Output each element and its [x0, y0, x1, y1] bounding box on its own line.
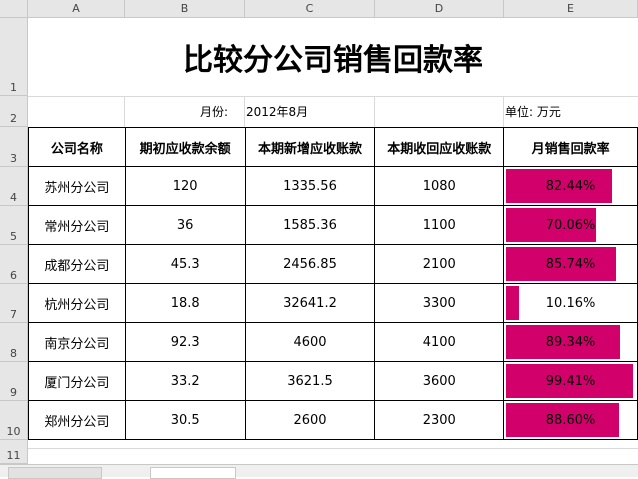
header-collection-rate[interactable]: 月销售回款率	[503, 127, 638, 167]
new-cell[interactable]: 32641.2	[244, 283, 376, 323]
rate-cell[interactable]: 85.74%	[503, 244, 638, 284]
rate-cell[interactable]: 88.60%	[503, 400, 638, 440]
table-row: 南京分公司 92.3 4600 4100 89.34%	[28, 322, 638, 362]
row-header-4[interactable]: 4	[0, 167, 28, 206]
row-header-2[interactable]: 2	[0, 96, 28, 127]
rate-text: 99.41%	[545, 373, 596, 389]
rate-text: 85.74%	[545, 256, 596, 272]
sheet-tab-bar	[0, 464, 638, 479]
new-cell[interactable]: 2600	[244, 400, 376, 440]
new-cell[interactable]: 1585.36	[244, 205, 376, 245]
column-header-b[interactable]: B	[125, 0, 245, 18]
column-header-a[interactable]: A	[28, 0, 125, 18]
company-cell[interactable]: 成都分公司	[28, 244, 126, 284]
row-header-8[interactable]: 8	[0, 323, 28, 362]
gridline	[28, 448, 638, 449]
table-row: 成都分公司 45.3 2456.85 2100 85.74%	[28, 244, 638, 284]
sheet-tab[interactable]	[8, 467, 102, 479]
row-header-1[interactable]: 1	[0, 18, 28, 96]
rate-data-bar	[506, 247, 617, 281]
new-cell[interactable]: 2456.85	[244, 244, 376, 284]
cell-grid[interactable]: 比较分公司销售回款率 月份: 2012年8月 单位: 万元 公司名称 期初应收款…	[28, 18, 638, 464]
new-cell[interactable]: 4600	[244, 322, 376, 362]
collected-cell[interactable]: 2300	[374, 400, 505, 440]
company-cell[interactable]: 杭州分公司	[28, 283, 126, 323]
table-row: 郑州分公司 30.5 2600 2300 88.60%	[28, 400, 638, 440]
collected-cell[interactable]: 3300	[374, 283, 505, 323]
collected-cell[interactable]: 1100	[374, 205, 505, 245]
company-cell[interactable]: 苏州分公司	[28, 166, 126, 206]
header-new-receivables[interactable]: 本期新增应收账款	[244, 127, 376, 167]
column-header-e[interactable]: E	[504, 0, 638, 18]
new-cell[interactable]: 3621.5	[244, 361, 376, 401]
rate-data-bar	[506, 169, 613, 203]
gridline	[28, 96, 638, 97]
rate-data-bar	[506, 208, 597, 242]
table-row: 常州分公司 36 1585.36 1100 70.06%	[28, 205, 638, 245]
collection-rate-table: 公司名称 期初应收款余额 本期新增应收账款 本期收回应收账款 月销售回款率 苏州…	[28, 127, 638, 440]
column-header-d[interactable]: D	[375, 0, 504, 18]
collected-cell[interactable]: 4100	[374, 322, 505, 362]
unit-label[interactable]: 单位: 万元	[505, 105, 561, 119]
row-header-9[interactable]: 9	[0, 362, 28, 401]
rate-data-bar	[506, 364, 634, 398]
new-cell[interactable]: 1335.56	[244, 166, 376, 206]
collected-cell[interactable]: 3600	[374, 361, 505, 401]
rate-data-bar	[506, 286, 520, 320]
opening-cell[interactable]: 120	[124, 166, 246, 206]
company-cell[interactable]: 常州分公司	[28, 205, 126, 245]
header-collected[interactable]: 本期收回应收账款	[374, 127, 505, 167]
rate-text: 88.60%	[545, 412, 596, 428]
rate-text: 70.06%	[545, 217, 596, 233]
rate-cell[interactable]: 70.06%	[503, 205, 638, 245]
table-row: 杭州分公司 18.8 32641.2 3300 10.16%	[28, 283, 638, 323]
rate-text: 82.44%	[545, 178, 596, 194]
collected-cell[interactable]: 1080	[374, 166, 505, 206]
row-header-3[interactable]: 3	[0, 127, 28, 167]
rate-cell[interactable]: 99.41%	[503, 361, 638, 401]
header-opening-balance[interactable]: 期初应收款余额	[124, 127, 246, 167]
opening-cell[interactable]: 92.3	[124, 322, 246, 362]
row-header-5[interactable]: 5	[0, 206, 28, 245]
row-header-7[interactable]: 7	[0, 284, 28, 323]
rate-text: 89.34%	[545, 334, 596, 350]
header-company[interactable]: 公司名称	[28, 127, 126, 167]
table-row: 厦门分公司 33.2 3621.5 3600 99.41%	[28, 361, 638, 401]
rate-data-bar	[506, 403, 620, 437]
row-header-11[interactable]: 11	[0, 440, 28, 464]
month-value[interactable]: 2012年8月	[246, 105, 309, 119]
opening-cell[interactable]: 18.8	[124, 283, 246, 323]
row-header-6[interactable]: 6	[0, 245, 28, 284]
rate-cell[interactable]: 82.44%	[503, 166, 638, 206]
column-header-c[interactable]: C	[245, 0, 375, 18]
company-cell[interactable]: 郑州分公司	[28, 400, 126, 440]
rate-cell[interactable]: 10.16%	[503, 283, 638, 323]
sheet-tab-active[interactable]	[150, 467, 236, 479]
table-header-row: 公司名称 期初应收款余额 本期新增应收账款 本期收回应收账款 月销售回款率	[28, 127, 638, 167]
month-label[interactable]: 月份:	[200, 105, 229, 119]
rate-cell[interactable]: 89.34%	[503, 322, 638, 362]
company-cell[interactable]: 厦门分公司	[28, 361, 126, 401]
rate-text: 10.16%	[545, 295, 596, 311]
select-all-corner[interactable]	[0, 0, 28, 18]
opening-cell[interactable]: 33.2	[124, 361, 246, 401]
opening-cell[interactable]: 45.3	[124, 244, 246, 284]
sheet-title[interactable]: 比较分公司销售回款率	[28, 18, 638, 96]
collected-cell[interactable]: 2100	[374, 244, 505, 284]
opening-cell[interactable]: 36	[124, 205, 246, 245]
company-cell[interactable]: 南京分公司	[28, 322, 126, 362]
row-header-10[interactable]: 10	[0, 401, 28, 440]
opening-cell[interactable]: 30.5	[124, 400, 246, 440]
rate-data-bar	[506, 325, 621, 359]
table-row: 苏州分公司 120 1335.56 1080 82.44%	[28, 166, 638, 206]
